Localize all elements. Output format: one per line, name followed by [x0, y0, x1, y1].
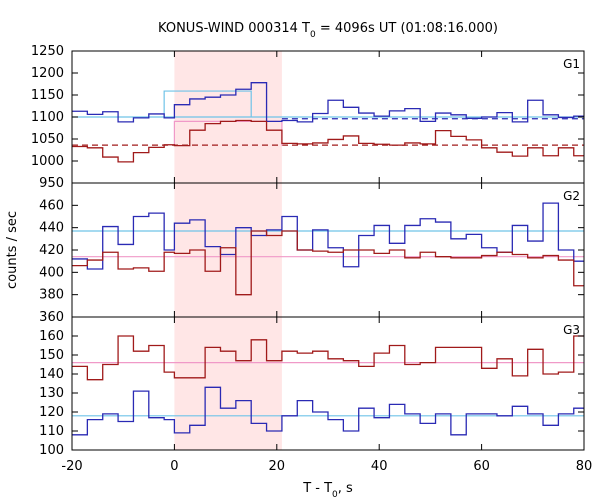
chart-title-prefix: KONUS-WIND 000314 T	[158, 21, 310, 36]
series-red	[72, 335, 584, 381]
panel-g2: 360 380 400 420 440 460 G2	[39, 182, 585, 325]
y-tick-label: 1050	[31, 132, 64, 147]
y-tick-label: 150	[39, 348, 64, 363]
y-tick-label: 380	[39, 288, 64, 303]
y-tick-label: 400	[39, 265, 64, 280]
chart-title-suffix: = 4096s UT (01:08:16.000)	[316, 21, 498, 36]
y-tick-label: 420	[39, 243, 64, 258]
y-tick-label: 1200	[31, 66, 64, 81]
x-tick-label: 60	[473, 459, 490, 474]
y-tick-label: 130	[39, 386, 64, 401]
panel-g1: 950 1000 1050 1100 1150 1200 1250 G1	[31, 44, 585, 191]
y-tick-label: 140	[39, 367, 64, 382]
x-tick-label: 0	[170, 459, 178, 474]
y-axis-label: counts / sec	[5, 211, 20, 289]
x-axis-label-suffix: , s	[338, 481, 353, 496]
y-tick-label: 100	[39, 443, 64, 458]
y-tick-label: 120	[39, 405, 64, 420]
y-tick-label: 1250	[31, 44, 64, 59]
panel-label: G3	[563, 323, 580, 337]
y-tick-label: 1100	[31, 110, 64, 125]
chart-title-subscript: 0	[310, 30, 316, 40]
y-tick-label: 440	[39, 221, 64, 236]
y-tick-label: 110	[39, 424, 64, 439]
y-tick-label: 950	[39, 176, 64, 191]
y-tick-label: 360	[39, 310, 64, 325]
panel-g3: 100 110 120 130 140 150 160 G3	[39, 316, 585, 458]
y-tick-label: 1150	[31, 88, 64, 103]
x-tick-label: 20	[269, 459, 286, 474]
x-tick-label: 80	[576, 459, 593, 474]
series-red	[72, 119, 584, 163]
level-box-light-blue	[163, 90, 252, 117]
chart-title: KONUS-WIND 000314 T0 = 4096s UT (01:08:1…	[158, 21, 498, 40]
x-tick-label: 40	[371, 459, 388, 474]
panel-frame	[71, 182, 585, 318]
x-axis-label-subscript: 0	[332, 490, 338, 500]
y-tick-label: 1000	[31, 154, 64, 169]
panel-label: G1	[563, 57, 580, 71]
panel-label: G2	[563, 189, 580, 203]
x-axis-label: T - T0, s	[302, 481, 353, 500]
series-blue	[72, 202, 584, 270]
panels-layer: 950100010501100115012001250G136038040042…	[31, 44, 592, 474]
x-tick-labels: -20 0 20 40 60 80	[61, 459, 592, 474]
y-tick-label: 460	[39, 198, 64, 213]
x-axis-label-prefix: T - T	[302, 481, 332, 496]
series-red	[72, 230, 584, 296]
text-layer: KONUS-WIND 000314 T0 = 4096s UT (01:08:1…	[5, 21, 498, 500]
y-tick-label: 160	[39, 329, 64, 344]
x-tick-label: -20	[61, 459, 82, 474]
series-blue	[72, 82, 584, 123]
series-blue	[72, 386, 584, 436]
panel-frame	[71, 316, 585, 451]
